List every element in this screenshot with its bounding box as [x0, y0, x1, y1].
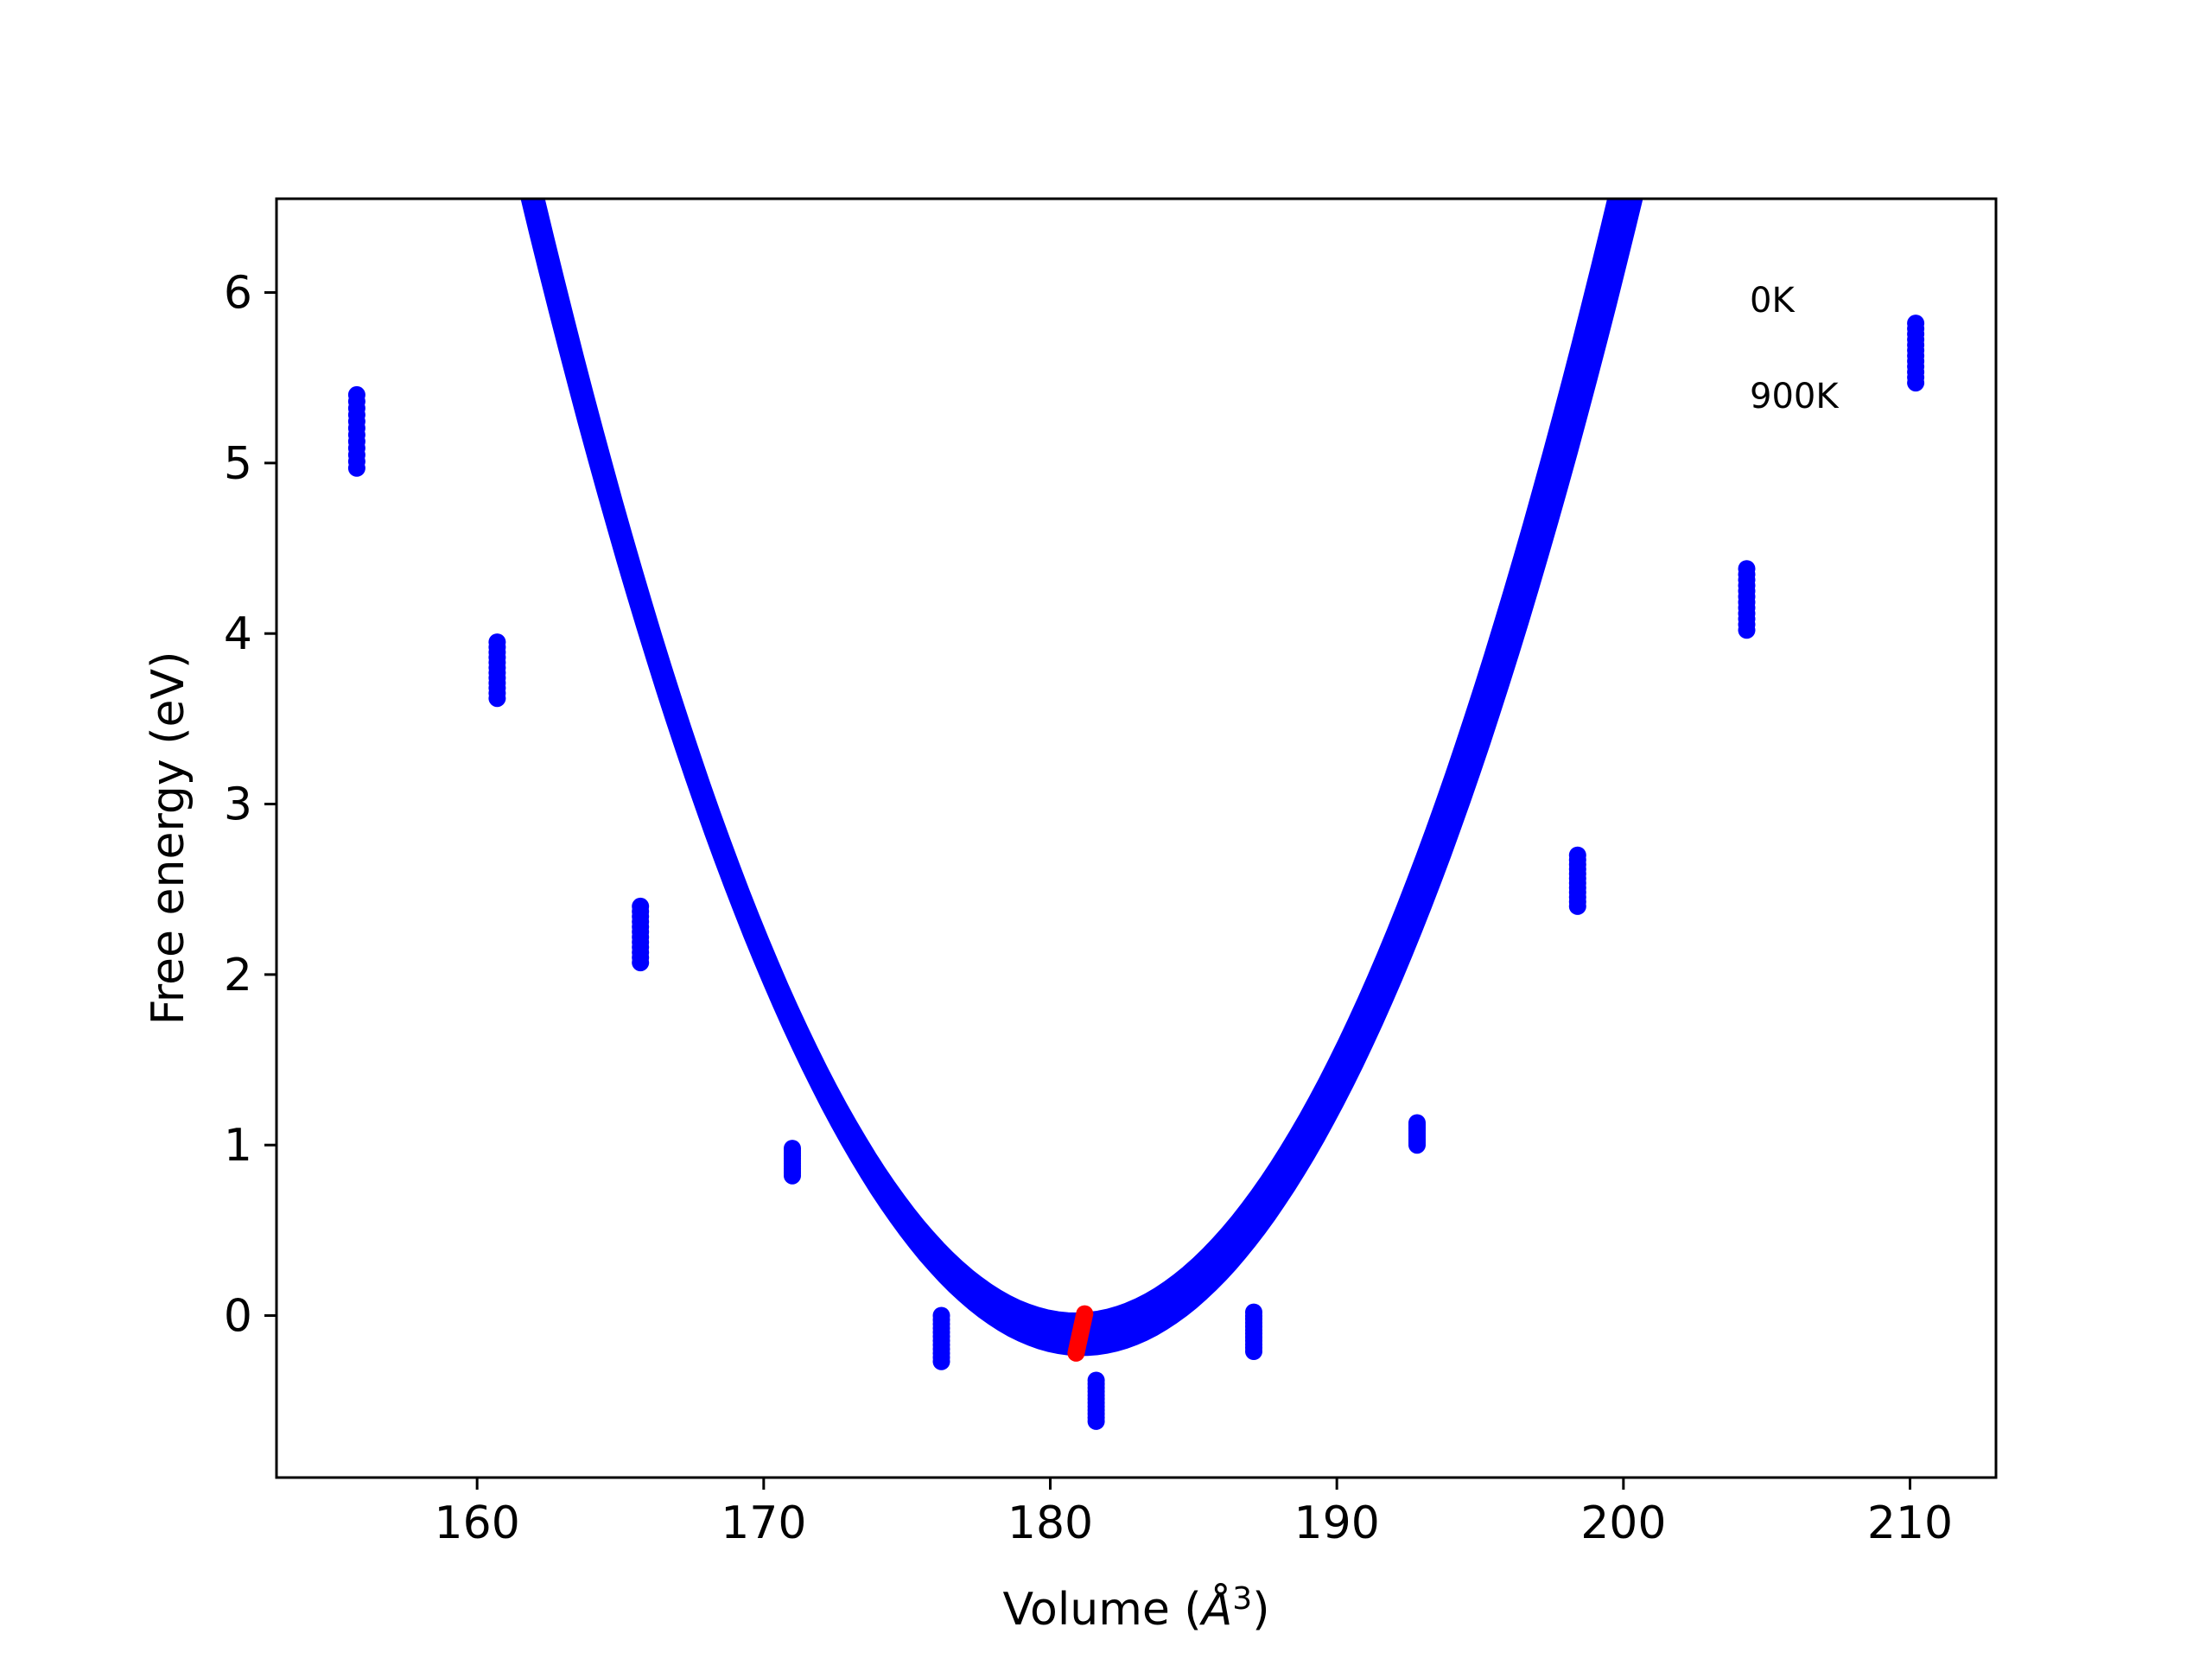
x-tick-label: 170 — [721, 1497, 806, 1549]
y-axis-ticks: 0 1 2 3 4 5 6 — [224, 268, 276, 1343]
y-tick-label: 1 — [224, 1120, 252, 1172]
x-axis-ticks: 160 170 180 190 200 210 — [435, 1478, 1953, 1549]
fit-curves — [520, 199, 1643, 1357]
data-point — [1245, 1343, 1262, 1360]
x-tick-label: 180 — [1007, 1497, 1093, 1549]
data-points — [347, 315, 1925, 1430]
x-tick-label: 190 — [1294, 1497, 1380, 1549]
data-point — [347, 459, 365, 477]
data-point — [784, 1166, 801, 1185]
plot-frame — [275, 197, 1998, 1479]
x-tick-label: 210 — [1867, 1497, 1953, 1549]
y-axis-label: Free energy (eV) — [143, 652, 194, 1026]
annotation-0k: 0K — [1750, 281, 1796, 321]
data-point — [1408, 1136, 1426, 1154]
y-tick-label: 5 — [224, 438, 252, 490]
minimum-points — [1067, 1305, 1094, 1362]
data-point — [1907, 374, 1925, 392]
y-tick-label: 3 — [224, 779, 252, 831]
x-tick-label: 200 — [1580, 1497, 1666, 1549]
data-point — [1568, 897, 1586, 915]
data-point — [488, 690, 506, 708]
data-point — [1087, 1412, 1105, 1430]
x-tick-label: 160 — [435, 1497, 520, 1549]
data-point — [932, 1352, 950, 1370]
annotation-900k: 900K — [1750, 377, 1840, 416]
fit-curve — [520, 199, 1643, 1357]
y-tick-label: 2 — [224, 950, 252, 1001]
x-axis-label: Volume (Å3) — [1003, 1581, 1270, 1636]
y-tick-label: 6 — [224, 268, 252, 320]
data-point — [632, 954, 650, 972]
y-tick-label: 0 — [224, 1291, 252, 1343]
minimum-point — [1067, 1344, 1085, 1362]
data-point — [1738, 621, 1756, 639]
y-tick-label: 4 — [224, 608, 252, 660]
